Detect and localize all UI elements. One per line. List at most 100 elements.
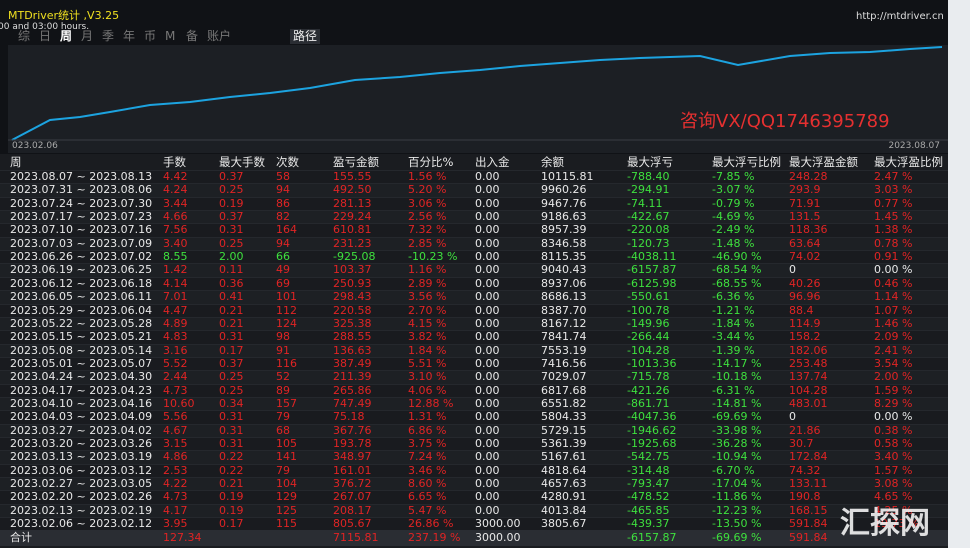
table-cell: 2.89 % <box>408 276 447 290</box>
row-bg <box>0 517 948 532</box>
table-cell: -7.85 % <box>712 170 755 183</box>
table-cell: 6.86 % <box>408 423 447 437</box>
table-cell: 115 <box>276 517 297 531</box>
notice: 00 and 03:00 hours. <box>0 22 90 32</box>
table-cell: 3.82 % <box>408 330 447 344</box>
tab[interactable]: M <box>165 29 176 43</box>
table-cell: 2023.04.03 ~ 2023.04.09 <box>10 410 153 424</box>
table-cell: -1013.36 <box>627 356 677 370</box>
table-cell: 164 <box>276 223 297 237</box>
table-cell: 49 <box>276 263 290 277</box>
table-cell: 0.22 <box>219 463 244 477</box>
tab[interactable]: 账户 <box>207 29 232 43</box>
table-cell: -120.73 <box>627 236 670 250</box>
table-cell: 114.9 <box>789 316 821 330</box>
table-cell: 2023.02.06 ~ 2023.02.12 <box>10 517 153 531</box>
table-cell: 2023.03.27 ~ 2023.04.02 <box>10 423 153 437</box>
stats-table: 周 手数 最大手数 次数 盈亏金额 百分比% 出入金 余额 最大浮亏 最大浮亏比例 最大浮盈金额 最大… <box>0 154 948 548</box>
table-cell: 1.42 <box>163 263 188 277</box>
total-cell: 3000.00 <box>475 531 521 545</box>
table-cell: 118.36 <box>789 223 828 237</box>
table-cell: 137.74 <box>789 370 828 384</box>
tab[interactable]: 季 <box>102 29 115 43</box>
table-cell: 8937.06 <box>541 276 587 290</box>
table-cell: 0.00 <box>475 263 500 277</box>
table-cell: 8.55 <box>163 250 188 264</box>
total-cell: 合计 <box>10 531 32 545</box>
table-cell: 2.56 % <box>408 210 447 224</box>
chart-bg <box>8 45 948 153</box>
table-cell: -465.85 <box>627 503 670 517</box>
table-cell: 2023.05.29 ~ 2023.06.04 <box>10 303 153 317</box>
tab[interactable]: 综 <box>18 29 31 43</box>
table-cell: 94 <box>276 236 290 250</box>
table-cell: 4.67 <box>163 423 188 437</box>
table-cell: 129 <box>276 490 297 504</box>
table-cell: 265.86 <box>333 383 372 397</box>
tab[interactable]: 币 <box>144 29 157 43</box>
table-cell: 0.31 <box>219 223 244 237</box>
table-cell: 7841.74 <box>541 330 587 344</box>
tab[interactable]: 周 <box>60 29 73 43</box>
table-cell: -12.23 % <box>712 503 762 517</box>
path-button[interactable]: 路径 <box>290 29 321 44</box>
table-cell: 8686.13 <box>541 290 587 304</box>
table-cell: 40.26 <box>789 276 821 290</box>
table-cell: 66 <box>276 250 290 264</box>
table-cell: 172.84 <box>789 450 828 464</box>
table-cell: 2023.07.17 ~ 2023.07.23 <box>10 210 153 224</box>
table-cell: 1.59 % <box>874 383 913 397</box>
table-cell: 168.15 <box>789 503 828 517</box>
table-cell: 10.60 <box>163 396 195 410</box>
table-cell: -542.75 <box>627 450 670 464</box>
table-cell: 281.13 <box>333 196 372 210</box>
total-cell: 237.19 % <box>408 531 461 545</box>
table-cell: 133.11 <box>789 477 828 491</box>
table-cell: 2.47 % <box>874 170 913 183</box>
table-cell: -33.98 % <box>712 423 762 437</box>
row-bg <box>0 290 948 305</box>
table-cell: 0.00 <box>475 370 500 384</box>
table-cell: 0.11 <box>219 263 244 277</box>
table-cell: 0.00 <box>475 290 500 304</box>
row-bg <box>0 463 948 479</box>
table-cell: -10.18 % <box>712 370 762 384</box>
table-cell: 5.56 <box>163 410 188 424</box>
column-header: 盈亏金额 <box>333 155 379 169</box>
table-cell: 348.97 <box>333 450 372 464</box>
table-cell: -550.61 <box>627 290 670 304</box>
row-bg <box>0 410 948 425</box>
table-cell: 2.85 % <box>408 236 447 250</box>
row-bg <box>0 236 948 252</box>
table-cell: 298.43 <box>333 290 372 304</box>
table-cell: 4.47 <box>163 303 188 317</box>
table-cell: 0.00 <box>475 276 500 290</box>
row-bg <box>0 423 948 438</box>
table-cell: 3.06 % <box>408 196 447 210</box>
table-cell: -1.39 % <box>712 343 755 357</box>
table-cell: 7416.56 <box>541 356 587 370</box>
table-cell: 4.06 % <box>408 383 447 397</box>
tab[interactable]: 备 <box>186 29 199 43</box>
watermark: 咨询VX/QQ1746395789 <box>680 111 890 132</box>
table-cell: 0.00 <box>475 236 500 250</box>
table-cell: 805.67 <box>333 517 372 531</box>
table-cell: 4013.84 <box>541 503 587 517</box>
table-cell: -10.23 % <box>408 250 458 264</box>
table-cell: 141 <box>276 450 297 464</box>
table-cell: 2023.07.10 ~ 2023.07.16 <box>10 223 153 237</box>
tab[interactable]: 年 <box>123 29 136 43</box>
table-cell: 63.64 <box>789 236 821 250</box>
row-bg <box>0 170 948 185</box>
table-cell: 2023.05.22 ~ 2023.05.28 <box>10 316 153 330</box>
table-cell: 4657.63 <box>541 477 587 491</box>
tab[interactable]: 月 <box>81 29 94 43</box>
table-cell: 193.78 <box>333 437 372 450</box>
column-header: 余额 <box>541 155 564 169</box>
table-cell: 2023.05.15 ~ 2023.05.21 <box>10 330 153 344</box>
table-cell: -0.79 % <box>712 196 755 210</box>
table-cell: 2023.02.20 ~ 2023.02.26 <box>10 490 153 504</box>
tab[interactable]: 日 <box>39 29 52 43</box>
table-cell: 0.37 <box>219 356 244 370</box>
table-cell: 0.00 <box>475 437 500 450</box>
